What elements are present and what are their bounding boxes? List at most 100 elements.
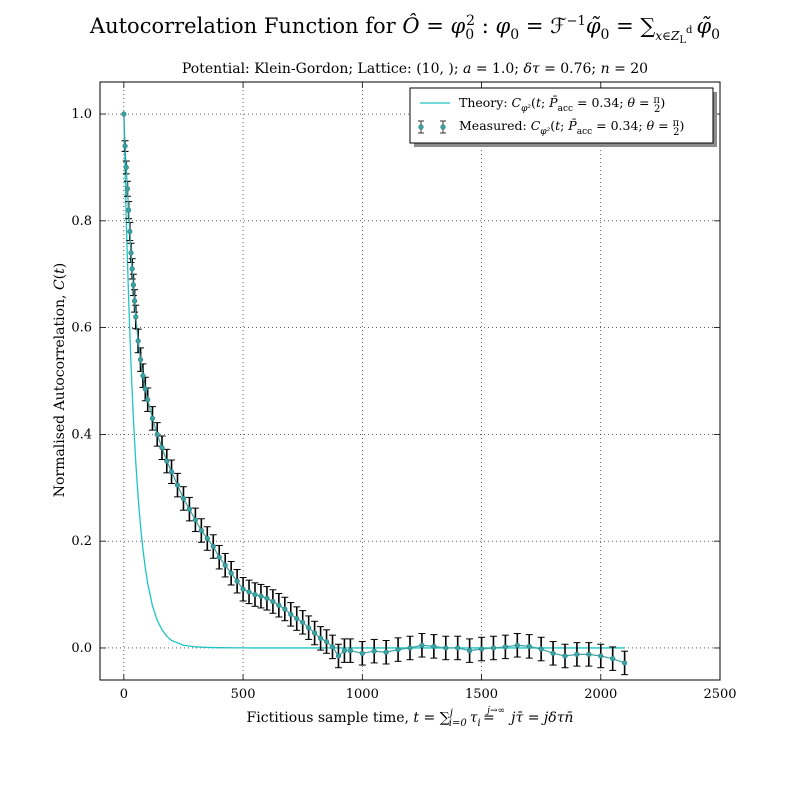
measured-point bbox=[443, 645, 449, 651]
measured-series bbox=[121, 111, 629, 676]
measured-point bbox=[276, 602, 282, 608]
x-axis-label: Fictitious sample time, t = ∑j i=0 τi j→∞=… bbox=[247, 706, 574, 729]
y-axis-label: Normalised Autocorrelation, C(t) bbox=[52, 263, 68, 498]
measured-point bbox=[359, 650, 365, 656]
measured-point bbox=[455, 645, 461, 651]
legend-theory-label: Theory: Cφ²(t; P̄acc = 0.34; θ = π 2) bbox=[459, 95, 665, 115]
measured-point bbox=[288, 611, 294, 617]
measured-point bbox=[252, 591, 258, 598]
measured-point bbox=[204, 535, 210, 542]
measured-point bbox=[341, 648, 348, 654]
measured-point bbox=[562, 653, 568, 659]
measured-point bbox=[186, 506, 193, 512]
legend-measured-label: Measured: Cφ²(t; P̄acc = 0.34; θ = π 2) bbox=[459, 118, 684, 138]
measured-point bbox=[149, 415, 156, 421]
measured-point bbox=[127, 228, 133, 235]
measured-point bbox=[164, 458, 170, 464]
measured-point bbox=[306, 625, 312, 631]
measured-point bbox=[323, 638, 330, 645]
measured-point bbox=[192, 517, 198, 523]
measured-point bbox=[121, 111, 127, 117]
y-tick-label: 0.4 bbox=[71, 427, 92, 442]
theory-line bbox=[123, 114, 625, 649]
measured-point bbox=[128, 250, 134, 256]
measured-point bbox=[142, 386, 148, 392]
legend-measured-marker bbox=[418, 120, 446, 134]
measured-point bbox=[124, 186, 131, 192]
x-tick-label: 1500 bbox=[465, 687, 498, 702]
measured-point bbox=[490, 645, 497, 651]
measured-point bbox=[538, 646, 544, 652]
measured-point bbox=[347, 648, 353, 654]
measured-point bbox=[174, 482, 181, 488]
y-tick-label: 1.0 bbox=[71, 107, 92, 122]
measured-point bbox=[610, 656, 616, 662]
measured-point bbox=[294, 615, 300, 622]
measured-point bbox=[133, 314, 139, 320]
measured-point bbox=[159, 445, 165, 451]
measured-point bbox=[129, 266, 135, 272]
measured-point bbox=[312, 630, 318, 636]
measured-point bbox=[131, 298, 138, 304]
y-tick-label: 0.0 bbox=[71, 641, 92, 656]
legend-box bbox=[409, 87, 714, 144]
measured-point bbox=[222, 562, 228, 568]
x-tick-label: 500 bbox=[231, 687, 256, 702]
chart-title: Autocorrelation Function for Ô = φ02 : φ… bbox=[89, 13, 720, 46]
measured-point bbox=[622, 660, 628, 666]
y-tick-label: 0.8 bbox=[71, 214, 92, 229]
x-tick-label: 2500 bbox=[703, 687, 736, 702]
measured-point bbox=[419, 642, 425, 648]
measured-point bbox=[282, 606, 288, 612]
measured-point bbox=[335, 653, 342, 659]
x-tick-label: 2000 bbox=[584, 687, 617, 702]
y-tick-label: 0.6 bbox=[71, 321, 92, 336]
measured-point bbox=[240, 586, 246, 592]
chart-subtitle: Potential: Klein-Gordon; Lattice: (10, )… bbox=[182, 61, 648, 77]
measured-point bbox=[407, 645, 413, 651]
measured-point bbox=[431, 643, 437, 649]
measured-point bbox=[598, 653, 604, 659]
measured-point bbox=[300, 619, 306, 625]
measured-point bbox=[123, 164, 129, 171]
measured-point bbox=[383, 649, 389, 655]
plot-frame bbox=[99, 81, 721, 681]
measured-point bbox=[216, 554, 222, 560]
measured-point bbox=[234, 578, 240, 584]
measured-point bbox=[228, 570, 234, 576]
theory-series bbox=[123, 114, 625, 649]
measured-point bbox=[122, 143, 128, 149]
measured-point bbox=[154, 431, 160, 437]
measured-point bbox=[550, 650, 556, 656]
y-tick-label: 0.2 bbox=[71, 534, 92, 549]
x-tick-label: 1000 bbox=[346, 687, 379, 702]
measured-point bbox=[198, 527, 204, 534]
measured-point bbox=[246, 589, 252, 595]
measured-point bbox=[478, 646, 485, 652]
measured-point bbox=[126, 207, 132, 213]
measured-point bbox=[135, 338, 141, 344]
measured-point bbox=[502, 644, 508, 650]
measured-trace bbox=[123, 114, 625, 664]
measured-point bbox=[317, 635, 324, 641]
legend: Theory: Cφ²(t; P̄acc = 0.34; θ = π 2) Mea… bbox=[409, 87, 717, 147]
measured-point bbox=[210, 543, 216, 550]
measured-point bbox=[270, 598, 276, 605]
measured-point bbox=[140, 373, 146, 379]
axis-ticks: 0 500 1000 1500 2000 2500 0.0 0.2 0.4 0.6 0.8 1.0 bbox=[71, 82, 737, 702]
measured-point bbox=[586, 651, 592, 657]
measured-point bbox=[258, 593, 264, 599]
measured-point bbox=[168, 469, 175, 475]
measured-point bbox=[137, 357, 144, 363]
measured-point bbox=[130, 282, 136, 288]
measured-point bbox=[180, 495, 187, 502]
measured-point bbox=[514, 642, 520, 648]
measured-point bbox=[526, 643, 532, 649]
x-tick-label: 0 bbox=[120, 687, 128, 702]
measured-point bbox=[329, 644, 336, 650]
grid-lines bbox=[100, 82, 721, 680]
measured-point bbox=[395, 646, 401, 653]
measured-point bbox=[574, 651, 580, 657]
measured-point bbox=[264, 595, 270, 601]
